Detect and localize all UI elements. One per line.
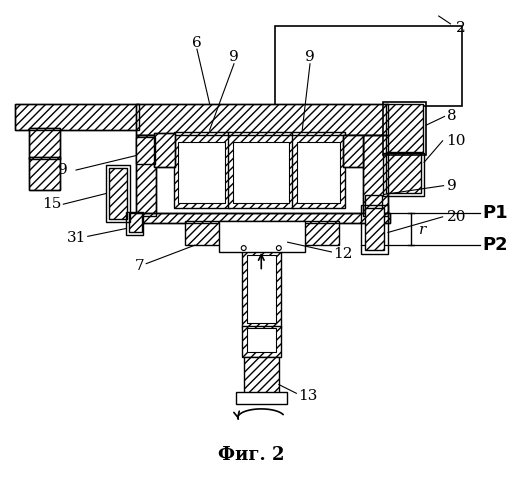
Bar — [382, 152, 423, 196]
Bar — [109, 168, 127, 219]
Bar — [178, 142, 225, 203]
Text: r: r — [418, 222, 426, 236]
Bar — [233, 142, 288, 203]
Bar — [136, 213, 389, 222]
Text: 10: 10 — [446, 134, 465, 148]
Text: 9: 9 — [229, 50, 238, 64]
Bar — [136, 104, 387, 135]
Bar — [364, 196, 381, 209]
Bar — [136, 137, 155, 164]
Bar — [360, 205, 387, 254]
Bar — [15, 104, 139, 130]
Bar — [364, 208, 383, 250]
Text: 12: 12 — [333, 247, 352, 261]
Bar — [292, 132, 345, 208]
Bar — [29, 158, 61, 190]
Bar — [29, 128, 61, 160]
Bar — [362, 135, 387, 216]
Text: 20: 20 — [446, 210, 465, 224]
Text: 9: 9 — [59, 163, 68, 177]
Bar — [106, 165, 129, 222]
Bar — [385, 104, 422, 152]
Text: 7: 7 — [134, 258, 144, 272]
Bar — [219, 221, 304, 252]
Bar — [228, 132, 294, 208]
Bar — [29, 128, 61, 160]
Bar — [126, 212, 143, 236]
Text: 8: 8 — [446, 110, 455, 124]
Bar — [154, 133, 175, 167]
Bar — [382, 102, 425, 156]
Bar — [236, 392, 286, 404]
Text: 6: 6 — [192, 36, 202, 51]
Bar — [15, 104, 139, 130]
Bar — [385, 152, 420, 194]
Bar — [154, 133, 175, 167]
Bar — [136, 213, 389, 222]
Text: P1: P1 — [482, 204, 507, 222]
Text: 9: 9 — [446, 178, 456, 192]
Bar — [274, 26, 461, 106]
Bar — [243, 357, 278, 395]
Text: Фиг. 2: Фиг. 2 — [218, 446, 284, 464]
Bar — [173, 132, 230, 208]
Text: P2: P2 — [482, 236, 507, 254]
Text: 15: 15 — [42, 197, 61, 211]
Bar — [185, 221, 338, 245]
Text: 13: 13 — [298, 389, 317, 403]
Bar — [136, 135, 156, 216]
Bar — [343, 135, 362, 167]
Text: 31: 31 — [66, 232, 86, 245]
Bar — [29, 158, 61, 190]
Bar — [241, 326, 280, 357]
Bar — [343, 135, 362, 167]
Bar — [246, 255, 275, 323]
Bar — [241, 250, 280, 328]
Bar — [136, 135, 156, 216]
Bar — [246, 328, 275, 352]
Bar — [136, 104, 387, 135]
Bar — [362, 135, 387, 216]
Text: 2: 2 — [456, 20, 465, 34]
Bar — [128, 213, 142, 233]
Bar — [297, 142, 340, 203]
Text: 9: 9 — [304, 50, 314, 64]
